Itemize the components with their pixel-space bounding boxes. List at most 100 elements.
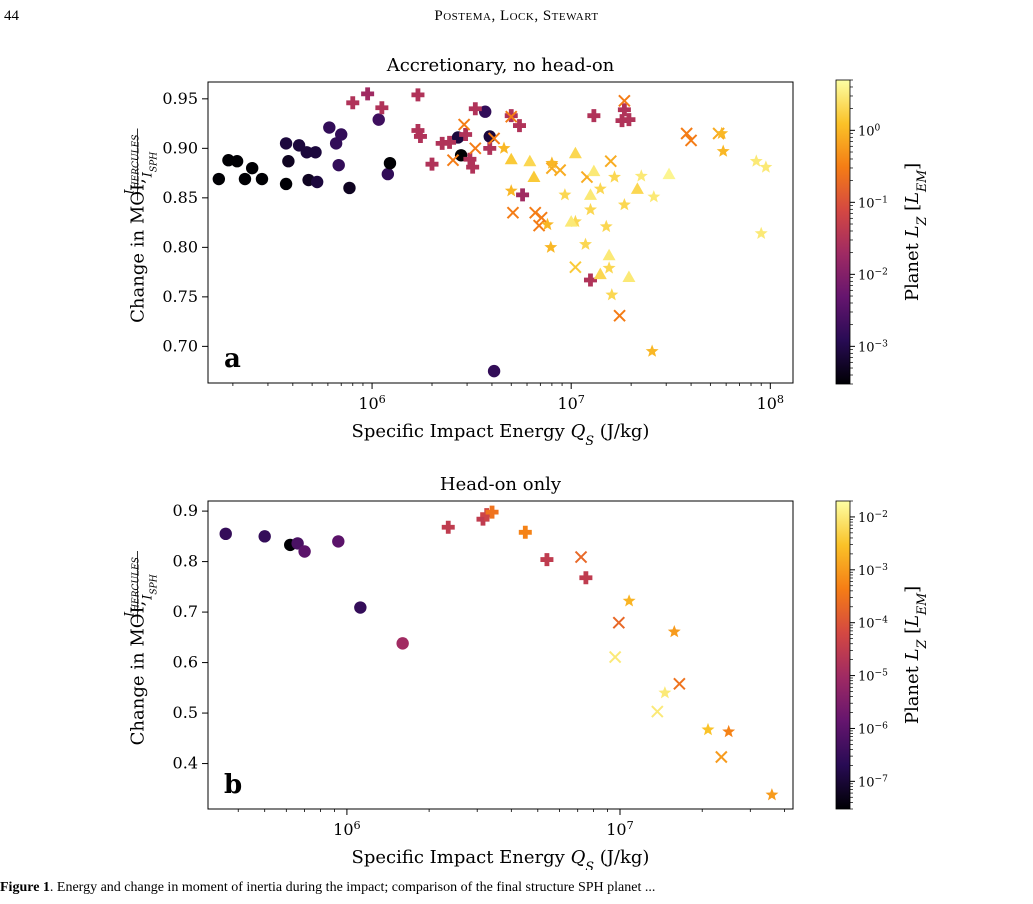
- data-point: [527, 170, 541, 183]
- data-point: [545, 156, 559, 169]
- data-point: [587, 109, 601, 123]
- y-label-numerator: IHERCULES: [123, 134, 142, 195]
- data-point: [282, 155, 295, 168]
- data-point: [446, 154, 460, 167]
- panel-letter: a: [224, 344, 241, 374]
- data-point: [463, 152, 477, 166]
- data-point: [612, 616, 626, 629]
- page-number: 44: [4, 8, 19, 24]
- y-label-denominator: ISPH: [141, 151, 160, 178]
- data-point: [579, 571, 593, 585]
- y-tick-label: 0.85: [162, 188, 198, 207]
- data-point: [466, 160, 480, 174]
- panel-letter: b: [224, 770, 242, 800]
- data-point: [441, 520, 455, 534]
- data-point: [381, 167, 395, 181]
- figure-caption: Figure 1. Energy and change in moment of…: [0, 880, 1033, 896]
- x-tick-label: 106: [358, 393, 385, 414]
- data-point: [568, 214, 582, 228]
- caption-label: Figure 1: [0, 880, 50, 895]
- data-point: [587, 164, 601, 177]
- data-point: [411, 88, 425, 102]
- data-point: [583, 273, 597, 287]
- data-point: [323, 121, 336, 134]
- data-point: [487, 132, 501, 145]
- data-point: [457, 118, 471, 131]
- data-point: [605, 288, 619, 301]
- y-tick-label: 0.6: [173, 653, 198, 672]
- data-point: [504, 152, 518, 165]
- data-point: [443, 135, 457, 149]
- data-point: [658, 686, 672, 699]
- data-point: [361, 87, 375, 101]
- data-point: [765, 788, 779, 801]
- y-tick-label: 0.9: [173, 501, 198, 520]
- colorbar-tick-label: 10−4: [858, 616, 888, 632]
- plot-frame: [207, 500, 794, 810]
- y-axis-label: Change in MOI, IHERCULES ISPH: [123, 128, 160, 323]
- data-point: [396, 637, 409, 650]
- data-point: [602, 248, 616, 261]
- data-point: [383, 156, 397, 170]
- panel-a: Accretionary, no head-on 106 107 108 0.70 0.7…: [123, 55, 929, 448]
- x-tick-label: 107: [557, 393, 584, 414]
- x-axis-label: Specific Impact Energy QS (J/kg): [352, 847, 650, 870]
- x-tick-label: 106: [333, 819, 360, 840]
- y-tick-label: 0.70: [162, 336, 198, 355]
- data-point: [684, 134, 698, 147]
- colorbar-tick-label: 10−2: [858, 267, 888, 283]
- data-point: [335, 128, 348, 141]
- data-point: [749, 154, 763, 167]
- data-point: [622, 594, 636, 607]
- data-point: [512, 119, 526, 133]
- data-point: [579, 237, 592, 250]
- data-point: [568, 146, 582, 159]
- y-tick-label: 0.4: [173, 754, 198, 773]
- data-point: [618, 94, 631, 108]
- data-point: [480, 508, 494, 522]
- data-point: [479, 105, 492, 118]
- y-axis-label: Change in MOI, IHERCULES ISPH: [123, 551, 160, 745]
- data-point: [245, 161, 259, 175]
- data-point: [310, 175, 324, 189]
- data-point: [354, 601, 367, 614]
- colorbar-tick-label: 10−2: [858, 510, 888, 526]
- data-point: [332, 535, 345, 548]
- colorbar-tick-label: 10−7: [858, 774, 888, 790]
- colorbar-tick-label: 10−6: [858, 721, 888, 737]
- chart-title: Accretionary, no head-on: [386, 55, 615, 76]
- data-point: [372, 113, 385, 126]
- data-point: [505, 110, 518, 123]
- data-point: [715, 126, 729, 139]
- data-point: [469, 142, 482, 155]
- data-point: [599, 219, 613, 233]
- x-tick-label: 108: [757, 393, 784, 414]
- x-tick-label: 107: [606, 819, 633, 840]
- y-axis-label-text: Change in MOI,: [128, 601, 149, 746]
- figure: Accretionary, no head-on 106 107 108 0.70 0.7…: [123, 55, 929, 870]
- data-point: [506, 206, 520, 219]
- colorbar-label-text: Planet LZ [LEM]: [902, 586, 929, 724]
- colorbar-tick-label: 10−1: [858, 195, 888, 211]
- data-point: [617, 198, 631, 211]
- colorbar: [835, 79, 851, 385]
- plot-frame: [207, 81, 794, 384]
- data-point: [754, 226, 768, 239]
- data-point: [604, 155, 617, 168]
- data-point: [608, 170, 621, 183]
- data-point: [593, 267, 607, 280]
- data-point: [540, 553, 554, 567]
- y-tick-label: 0.8: [173, 552, 198, 571]
- data-point: [535, 211, 548, 224]
- y-axis-label-text: Change in MOI,: [128, 178, 149, 323]
- data-point: [583, 188, 597, 200]
- caption-text: . Energy and change in moment of inertia…: [49, 880, 656, 895]
- colorbar-tick-label: 10−5: [858, 669, 888, 685]
- y-label-numerator: IHERCULES: [123, 557, 142, 618]
- data-point: [238, 172, 252, 186]
- data-point: [617, 103, 631, 117]
- chart-title: Head-on only: [440, 474, 562, 495]
- x-axis-label: Specific Impact Energy QS (J/kg): [352, 421, 650, 448]
- data-point: [212, 172, 226, 186]
- data-point: [497, 141, 511, 154]
